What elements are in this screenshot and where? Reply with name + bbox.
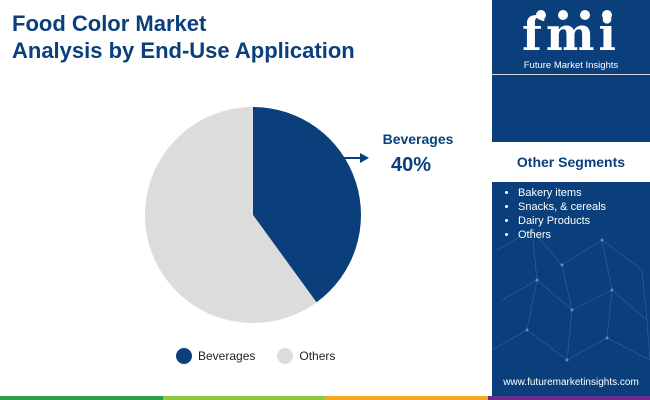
segment-item: Others <box>518 228 606 242</box>
segment-item: Dairy Products <box>518 214 606 228</box>
bottom-bar-segment <box>325 396 488 400</box>
title-line-1: Food Color Market <box>12 11 207 36</box>
fmi-logo: fmi Future Market Insights <box>492 10 650 71</box>
page-title: Food Color Market Analysis by End-Use Ap… <box>12 10 355 64</box>
chart-legend: Beverages Others <box>176 348 357 364</box>
legend-item-beverages: Beverages <box>176 348 255 364</box>
network-pattern-graphic <box>492 228 650 362</box>
other-segments-list: Bakery items Snacks, & cereals Dairy Pro… <box>502 186 606 242</box>
other-segments-title: Other Segments <box>492 142 650 182</box>
pie-slice-others <box>144 107 317 324</box>
legend-swatch-others <box>277 348 294 364</box>
legend-item-others: Others <box>277 348 335 364</box>
bottom-color-bar <box>0 396 650 400</box>
segment-item: Bakery items <box>518 186 606 200</box>
logo-subtitle: Future Market Insights <box>523 60 619 71</box>
segment-item: Snacks, & cereals <box>518 200 606 214</box>
pie-slice-beverages <box>253 107 361 303</box>
side-panel: fmi Future Market Insights Other Segment… <box>492 0 650 400</box>
callout-label: Beverages <box>383 131 454 147</box>
legend-label-others: Others <box>299 349 336 363</box>
legend-label-beverages: Beverages <box>198 349 256 363</box>
bottom-bar-segment <box>487 396 650 400</box>
panel-divider <box>492 74 650 75</box>
pie-chart: Beverages 40% <box>144 107 454 324</box>
bottom-bar-segment <box>162 396 325 400</box>
website-url: www.futuremarketinsights.com <box>503 377 639 388</box>
callout-arrow <box>344 153 369 163</box>
title-line-2: Analysis by End-Use Application <box>12 38 355 63</box>
callout-value: 40% <box>391 154 431 176</box>
legend-swatch-beverages <box>176 348 192 364</box>
logo-food-icons <box>536 10 612 20</box>
bottom-bar-segment <box>0 396 163 400</box>
